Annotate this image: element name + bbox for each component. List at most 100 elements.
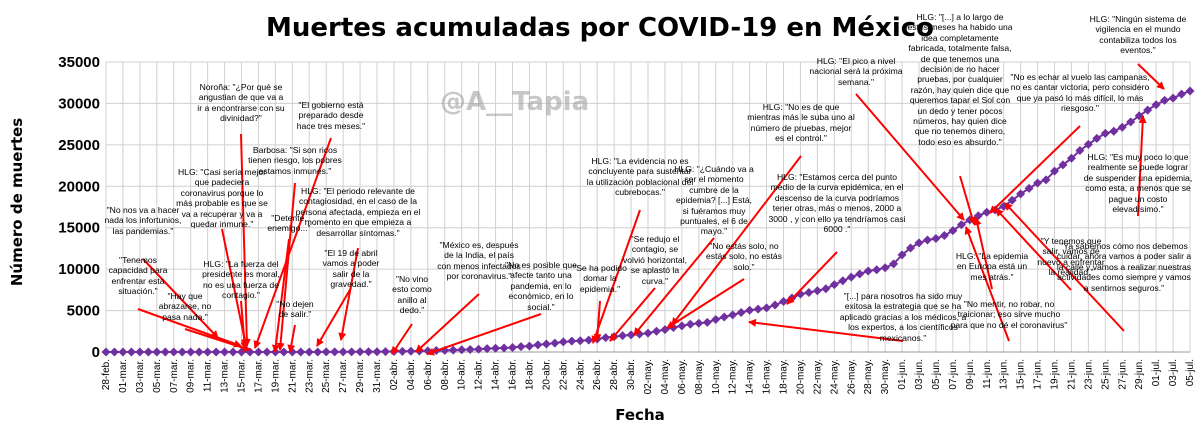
annotation-quote: "El 19 de abril vamos a poder salir de l… (322, 248, 380, 290)
annotation-arrow (671, 155, 802, 326)
data-point (355, 347, 365, 357)
x-tick-label: 18-abr. (524, 359, 535, 390)
data-point (541, 339, 551, 349)
x-tick-label: 28-abr. (609, 359, 620, 390)
data-point (956, 220, 966, 230)
x-tick-label: 10-may. (711, 359, 722, 394)
y-tick-label: 0 (92, 344, 100, 361)
annotation-arrow (1004, 202, 1125, 332)
x-tick-label: 01-jun. (897, 359, 908, 390)
x-tick-label: 07-jun. (948, 359, 959, 390)
data-point (804, 288, 814, 298)
data-point (524, 341, 534, 351)
annotation-arrow (591, 209, 641, 344)
x-tick-label: 01-jul. (1151, 359, 1162, 386)
data-point (228, 347, 238, 357)
x-tick-label: 30-may. (880, 359, 891, 394)
x-tick-label: 03-mar. (135, 359, 146, 393)
data-point (1016, 189, 1026, 199)
data-point (1177, 89, 1187, 99)
x-tick-label: 16-may. (762, 359, 773, 394)
annotation-quote: HLG: "Casi sería mejor que padeciera cor… (176, 167, 268, 230)
data-point (880, 263, 890, 273)
data-point (169, 347, 179, 357)
annotation-quote: Barbosa: "Si son ricos tienen riesgo, lo… (248, 145, 342, 176)
data-point (838, 276, 848, 286)
data-point (135, 347, 145, 357)
x-tick-label: 16-abr. (508, 359, 519, 390)
data-point (262, 347, 272, 357)
gridlines (105, 61, 1191, 353)
annotation-quote: HLG: "No es de que mientras más le suba … (747, 102, 855, 144)
data-point (1151, 100, 1161, 110)
annotation-arrow (316, 287, 352, 347)
x-tick-label: 09-jun. (965, 359, 976, 390)
data-point (922, 235, 932, 245)
annotation-arrow (995, 208, 1072, 291)
annotation-arrow (240, 133, 251, 347)
data-point (177, 347, 187, 357)
annotation-arrow (748, 318, 904, 342)
data-point (499, 343, 509, 353)
annotation-quote: Noroña: "¿Por qué se angustian de que va… (197, 82, 285, 124)
data-point (711, 314, 721, 324)
data-point (1117, 122, 1127, 132)
annotation-arrow (287, 324, 296, 353)
annotation-arrow (253, 137, 332, 349)
data-point (829, 280, 839, 290)
annotation-arrow (786, 251, 838, 305)
annotation-quote: HLG: "Es muy poco lo que realmente se pu… (1083, 152, 1193, 215)
data-point (618, 331, 628, 341)
data-point (253, 347, 263, 357)
data-point (321, 347, 331, 357)
x-tick-label: 27-jun. (1117, 359, 1128, 390)
annotation-quote: "No estás solo, no estás solo, no estás … (706, 241, 782, 272)
data-point (211, 347, 221, 357)
data-point (745, 305, 755, 315)
x-tick-label: 29-mar. (355, 359, 366, 393)
annotation-quote: HLG: "Estamos cerca del punto medio de l… (768, 172, 906, 235)
annotation-quote: "No es posible que afecte tanto una pand… (505, 260, 577, 312)
x-tick-label: 24-may. (829, 359, 840, 394)
x-tick-label: 01-mar. (118, 359, 129, 393)
x-tick-label: 19-jun. (1050, 359, 1061, 390)
annotation-arrows (137, 63, 1165, 356)
data-point (939, 231, 949, 241)
data-point (380, 347, 390, 357)
annotation-quote: "Detente, enemigo..." (267, 213, 311, 234)
y-tick-label: 20000 (58, 178, 100, 195)
annotation-quote: "No nos va a hacer nada los infortunios,… (104, 205, 182, 236)
data-point (482, 344, 492, 354)
x-tick-label: 12-abr. (474, 359, 485, 390)
data-point (685, 319, 695, 329)
x-tick-label: 18-may. (779, 359, 790, 394)
x-tick-label: 05-mar. (152, 359, 163, 393)
data-point (474, 344, 484, 354)
annotation-arrow (184, 328, 251, 352)
annotation-arrow (221, 228, 249, 347)
x-tick-label: 22-may. (812, 359, 823, 394)
data-point (1126, 117, 1136, 127)
data-point (567, 336, 577, 346)
x-tick-label: 29-jun. (1134, 359, 1145, 390)
annotation-quote: HLG: "¿Cuándo va a ser el momento cumbre… (674, 164, 754, 237)
data-point (465, 345, 475, 355)
data-point (101, 347, 111, 357)
x-axis-label: Fecha (615, 406, 665, 424)
data-point (516, 342, 526, 352)
data-point (855, 269, 865, 279)
data-point (372, 347, 382, 357)
data-point (1160, 95, 1170, 105)
y-tick-label: 30000 (58, 95, 100, 112)
data-point (550, 338, 560, 348)
data-point (872, 265, 882, 275)
x-tick-label: 25-mar. (321, 359, 332, 393)
y-tick-label: 15000 (58, 220, 100, 237)
annotation-quote: "No es echar al vuelo las campanas, no e… (1010, 72, 1150, 114)
x-tick-label: 20-abr. (541, 359, 552, 390)
y-tick-label: 10000 (58, 261, 100, 278)
data-point (296, 347, 306, 357)
x-tick-label: 26-abr. (592, 359, 603, 390)
data-point (948, 226, 958, 236)
data-point (160, 347, 170, 357)
